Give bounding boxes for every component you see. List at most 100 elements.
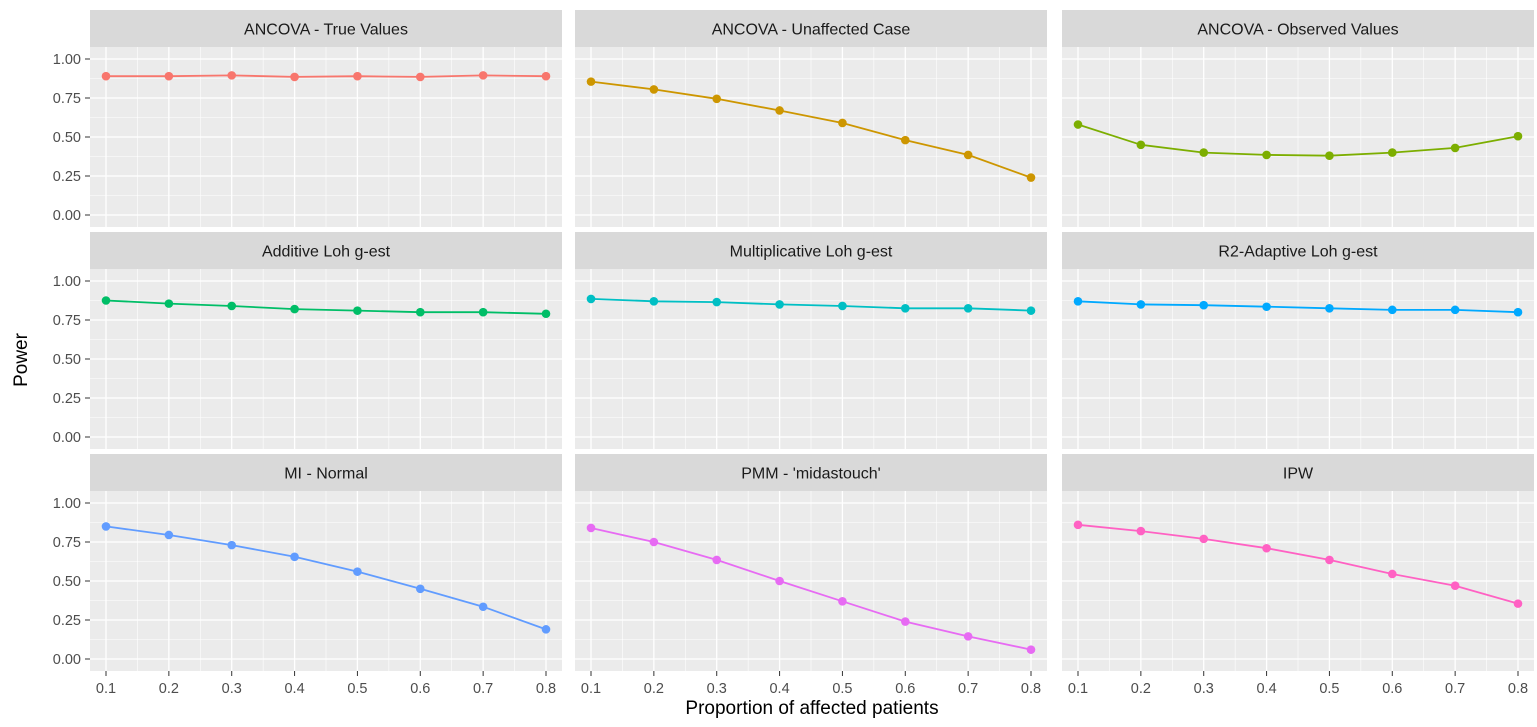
data-point [1262, 543, 1271, 553]
x-tick-label: 0.8 [1021, 681, 1041, 697]
y-tick-label: 1.00 [53, 496, 81, 512]
x-tick-label: 0.4 [284, 681, 304, 697]
data-point [712, 94, 722, 104]
facet-panel: IPW 0.1 0.2 0.3 0.4 0.5 0.6 0.7 0.8 [1062, 454, 1534, 697]
data-point [1073, 120, 1083, 129]
x-tick-label: 0.2 [1131, 681, 1151, 697]
data-point [1199, 534, 1209, 544]
x-tick-label: 0.7 [958, 681, 978, 697]
data-point [541, 309, 551, 319]
data-point [649, 296, 659, 306]
series-line [590, 80, 1032, 179]
data-point [164, 530, 174, 540]
data-point [838, 118, 847, 128]
data-point [1450, 581, 1460, 590]
data-point [838, 301, 847, 311]
y-tick-label: 0.25 [53, 169, 81, 185]
facet-title: Additive Loh g-est [262, 244, 391, 261]
facet-strip [575, 454, 1047, 491]
data-point [1387, 305, 1397, 315]
y-tick-label: 0.50 [53, 574, 81, 590]
facet-strip [575, 232, 1047, 269]
facet-panel: ANCOVA - Unaffected Case [575, 10, 1047, 227]
data-point [1325, 304, 1334, 313]
series-line [590, 298, 1032, 312]
data-point [900, 135, 910, 145]
facet-title: IPW [1283, 466, 1314, 483]
x-tick-label: 0.5 [832, 681, 852, 697]
x-tick-label: 0.1 [1068, 681, 1088, 697]
x-tick-label: 0.2 [644, 681, 664, 697]
data-point [1136, 140, 1146, 150]
series-line [1077, 523, 1519, 605]
data-point [586, 294, 596, 304]
y-tick-label: 0.50 [53, 130, 81, 146]
facet-panel: MI - Normal 0.00 0.25 0.50 0.75 1.00 0.1 0.2 0.3… [53, 454, 562, 697]
data-point [775, 300, 784, 309]
x-tick-label: 0.3 [222, 681, 242, 697]
data-point [290, 552, 299, 562]
data-point [1325, 151, 1334, 161]
y-tick-label: 0.00 [53, 430, 81, 446]
y-tick-label: 1.00 [53, 274, 81, 290]
y-tick-label: 0.00 [53, 208, 81, 224]
data-point [353, 567, 362, 576]
facet-strip [90, 10, 562, 47]
x-tick-label: 0.7 [1445, 681, 1465, 697]
data-point [1262, 302, 1271, 312]
y-tick-label: 0.75 [53, 535, 81, 551]
data-point [900, 304, 910, 313]
y-tick-label: 0.25 [53, 391, 81, 407]
facet-title: R2-Adaptive Loh g-est [1218, 244, 1378, 261]
data-point [101, 522, 111, 531]
facet-title: ANCOVA - Observed Values [1197, 22, 1398, 39]
series-line [105, 299, 547, 315]
data-point [541, 71, 551, 81]
facet-panel: ANCOVA - Observed Values [1062, 10, 1534, 227]
data-point [775, 576, 784, 586]
series-line [105, 525, 547, 631]
data-point [712, 555, 722, 565]
data-point [290, 304, 299, 314]
facet-strip [1062, 232, 1534, 269]
data-point [353, 71, 362, 81]
y-tick-label: 0.50 [53, 352, 81, 368]
x-tick-label: 0.4 [769, 681, 789, 697]
x-tick-label: 0.1 [96, 681, 116, 697]
data-point [227, 540, 237, 550]
facet-strip [1062, 454, 1534, 491]
facet-strip [575, 10, 1047, 47]
data-point [353, 306, 362, 315]
data-point [1325, 555, 1334, 565]
data-point [415, 307, 425, 317]
data-point [1073, 296, 1083, 306]
data-point [1026, 306, 1036, 315]
data-point [900, 617, 910, 626]
data-point [963, 632, 973, 641]
facet-title: Multiplicative Loh g-est [730, 244, 893, 261]
data-point [1073, 520, 1083, 530]
y-axis-title: Power [11, 332, 32, 387]
data-point [1262, 150, 1271, 160]
data-point [1026, 645, 1036, 654]
data-point [1387, 148, 1397, 157]
data-point [649, 85, 659, 94]
x-tick-label: 0.1 [581, 681, 601, 697]
data-point [963, 304, 973, 313]
data-point [1513, 307, 1523, 317]
data-point [838, 596, 847, 606]
x-tick-label: 0.3 [707, 681, 727, 697]
facet-panel: Multiplicative Loh g-est [575, 232, 1047, 449]
x-tick-label: 0.3 [1194, 681, 1214, 697]
data-point [775, 106, 784, 115]
facet-title: PMM - 'midastouch' [741, 466, 880, 483]
data-point [1450, 305, 1460, 315]
facet-panel: R2-Adaptive Loh g-est [1062, 232, 1534, 449]
facet-title: MI - Normal [284, 466, 368, 483]
facet-panel: PMM - 'midastouch' 0.1 0.2 0.3 0.4 0.5 0.6 0.7 0… [575, 454, 1047, 697]
facet-title: ANCOVA - True Values [244, 22, 408, 39]
y-tick-label: 0.00 [53, 652, 81, 668]
series-line [1077, 300, 1519, 314]
